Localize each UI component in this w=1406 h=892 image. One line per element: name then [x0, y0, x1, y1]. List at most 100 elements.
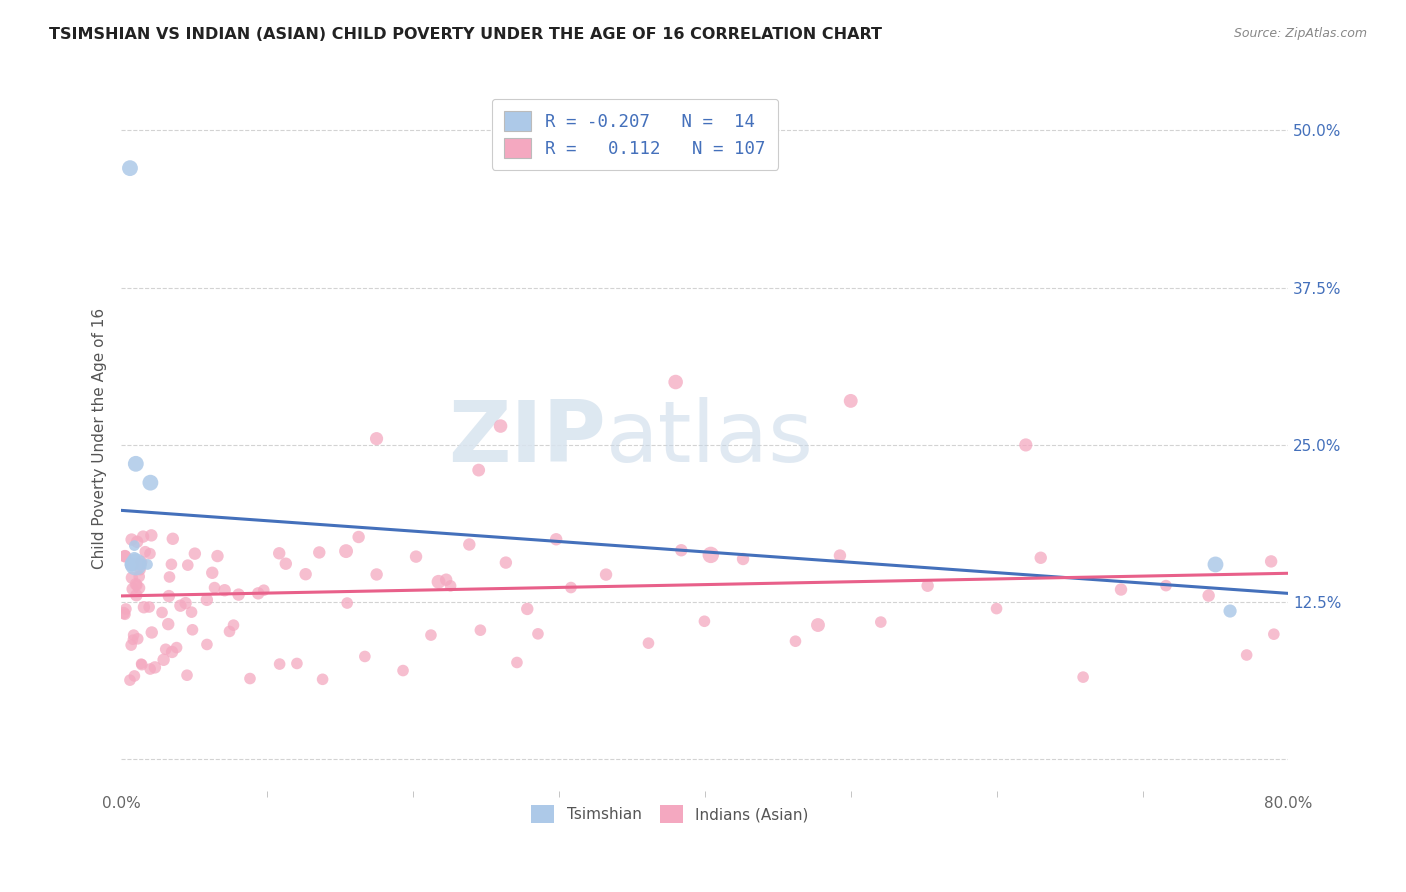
Point	[427, 574, 450, 589]
Point	[127, 632, 149, 646]
Point	[546, 533, 568, 547]
Point	[129, 657, 152, 671]
Point	[269, 657, 291, 671]
Point	[595, 567, 617, 582]
Point	[308, 545, 330, 559]
Point	[353, 649, 375, 664]
Point	[136, 558, 159, 572]
Point	[269, 546, 291, 560]
Point	[1029, 550, 1052, 565]
Point	[1071, 670, 1094, 684]
Point	[139, 662, 162, 676]
Point	[195, 637, 218, 651]
Point	[665, 375, 688, 389]
Point	[138, 600, 160, 615]
Point	[527, 627, 550, 641]
Point	[121, 571, 143, 585]
Point	[125, 577, 148, 591]
Point	[439, 579, 461, 593]
Point	[467, 463, 489, 477]
Point	[132, 600, 155, 615]
Point	[122, 628, 145, 642]
Point	[239, 672, 262, 686]
Point	[560, 581, 582, 595]
Point	[127, 534, 149, 549]
Point	[174, 596, 197, 610]
Point	[228, 588, 250, 602]
Point	[169, 599, 191, 613]
Point	[986, 601, 1008, 615]
Point	[162, 532, 184, 546]
Text: Source: ZipAtlas.com: Source: ZipAtlas.com	[1233, 27, 1367, 40]
Point	[157, 589, 180, 603]
Point	[1236, 648, 1258, 662]
Point	[366, 432, 388, 446]
Point	[495, 556, 517, 570]
Point	[122, 558, 145, 572]
Point	[222, 618, 245, 632]
Point	[1154, 579, 1177, 593]
Point	[1263, 627, 1285, 641]
Legend: Tsimshian, Indians (Asian): Tsimshian, Indians (Asian)	[526, 799, 814, 829]
Point	[120, 558, 142, 572]
Point	[184, 547, 207, 561]
Point	[218, 624, 240, 639]
Point	[128, 581, 150, 595]
Point	[731, 552, 754, 566]
Point	[114, 549, 136, 564]
Point	[180, 605, 202, 619]
Point	[285, 657, 308, 671]
Point	[1219, 604, 1241, 618]
Point	[124, 669, 146, 683]
Point	[1109, 582, 1132, 597]
Point	[120, 638, 142, 652]
Point	[128, 569, 150, 583]
Point	[155, 642, 177, 657]
Point	[204, 581, 226, 595]
Point	[129, 563, 152, 577]
Point	[141, 528, 163, 542]
Point	[177, 558, 200, 573]
Point	[125, 558, 148, 572]
Point	[131, 657, 153, 672]
Point	[869, 615, 891, 629]
Point	[159, 570, 181, 584]
Point	[336, 596, 359, 610]
Point	[489, 419, 512, 434]
Point	[122, 558, 145, 572]
Point	[1198, 589, 1220, 603]
Point	[214, 583, 236, 598]
Point	[121, 582, 143, 596]
Point	[917, 579, 939, 593]
Point	[114, 549, 136, 563]
Point	[139, 475, 162, 490]
Point	[693, 614, 716, 628]
Point	[160, 645, 183, 659]
Point	[125, 588, 148, 602]
Point	[785, 634, 807, 648]
Point	[115, 602, 138, 616]
Point	[157, 617, 180, 632]
Point	[118, 673, 141, 687]
Point	[125, 457, 148, 471]
Point	[1204, 558, 1226, 572]
Point	[700, 548, 723, 562]
Point	[114, 607, 136, 622]
Point	[274, 557, 297, 571]
Point	[150, 606, 173, 620]
Point	[134, 544, 156, 558]
Point	[470, 623, 492, 637]
Point	[671, 543, 693, 558]
Point	[335, 544, 357, 558]
Point	[152, 653, 174, 667]
Point	[828, 549, 851, 563]
Point	[253, 583, 276, 598]
Point	[506, 656, 529, 670]
Y-axis label: Child Poverty Under the Age of 16: Child Poverty Under the Age of 16	[93, 308, 107, 569]
Point	[129, 555, 152, 569]
Point	[139, 547, 162, 561]
Point	[458, 537, 481, 551]
Point	[311, 673, 333, 687]
Point	[176, 668, 198, 682]
Point	[195, 592, 218, 607]
